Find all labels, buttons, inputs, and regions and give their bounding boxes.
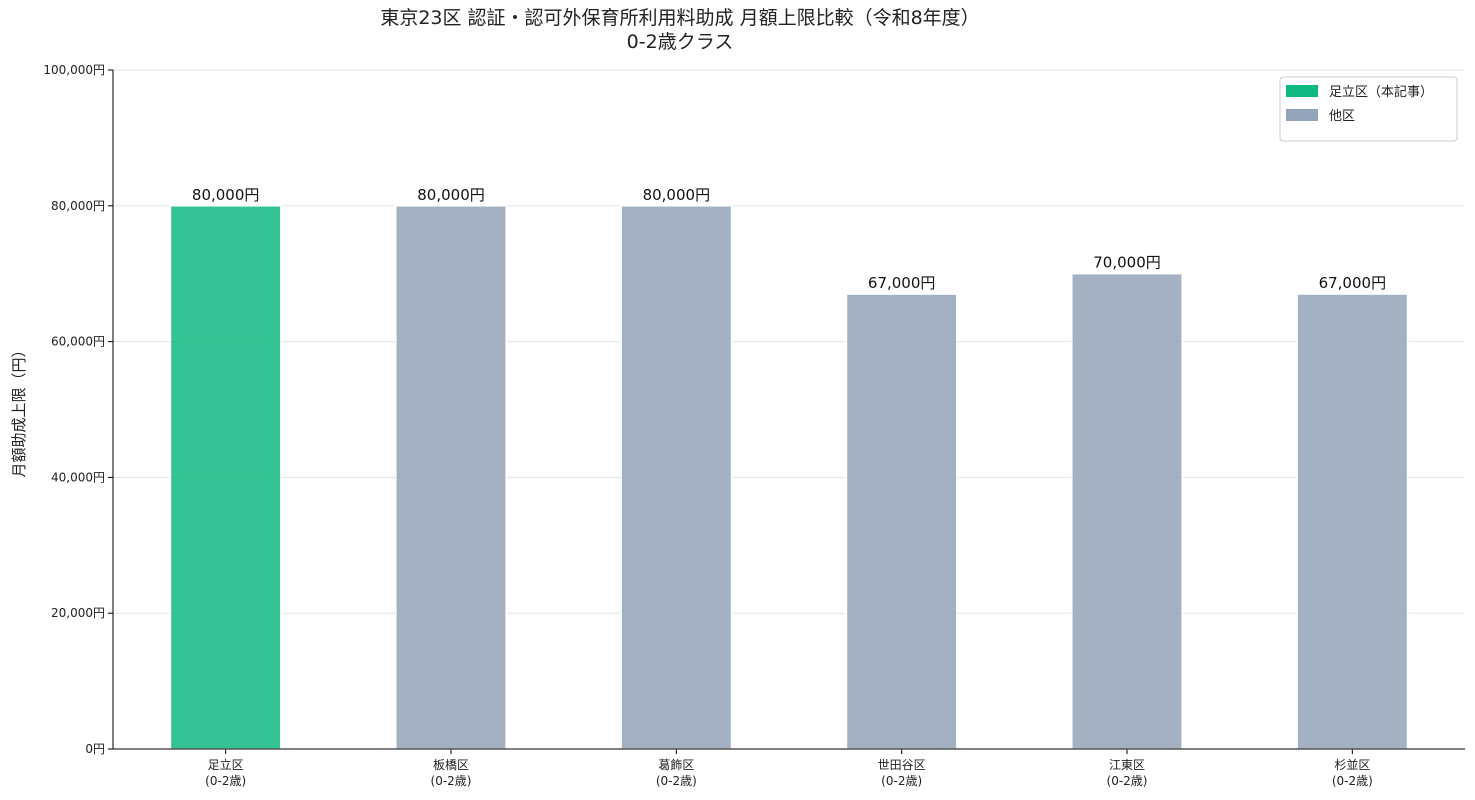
bar	[1071, 272, 1183, 750]
legend-label: 他区	[1329, 109, 1355, 124]
legend-box	[1279, 76, 1458, 142]
legend-swatch	[1286, 109, 1318, 121]
bar	[395, 205, 507, 750]
y-tick-label: 60,000円	[51, 335, 105, 349]
x-tick-label: 杉並区 (0-2歳)	[1331, 758, 1373, 788]
x-tick-label: 世田谷区 (0-2歳)	[877, 758, 926, 788]
value-label: 80,000円	[192, 186, 260, 204]
legend-label: 足立区（本記事）	[1329, 84, 1433, 100]
y-tick-label: 100,000円	[43, 63, 105, 77]
y-tick-label: 80,000円	[51, 199, 105, 213]
x-tick-label: 葛飾区 (0-2歳)	[655, 758, 697, 788]
bar	[169, 205, 282, 750]
y-tick-label: 40,000円	[51, 470, 105, 484]
value-label: 67,000円	[868, 274, 936, 292]
value-label: 67,000円	[1319, 274, 1387, 292]
bar	[845, 293, 958, 750]
y-axis-label: 月額助成上限（円）	[10, 342, 28, 477]
bar	[1296, 293, 1409, 750]
y-tick-label: 0円	[85, 742, 105, 756]
value-label: 80,000円	[417, 186, 485, 204]
bar	[620, 205, 733, 750]
value-label: 70,000円	[1093, 254, 1161, 272]
x-tick-label: 足立区 (0-2歳)	[205, 758, 247, 788]
chart-title: 東京23区 認証・認可外保育所利用料助成 月額上限比較（令和8年度） 0-2歳ク…	[380, 7, 980, 53]
x-tick-label: 板橋区 (0-2歳)	[430, 758, 472, 788]
x-tick-label: 江東区 (0-2歳)	[1106, 758, 1148, 788]
legend-swatch	[1286, 85, 1318, 97]
y-tick-label: 20,000円	[51, 606, 105, 620]
value-label: 80,000円	[643, 186, 711, 204]
